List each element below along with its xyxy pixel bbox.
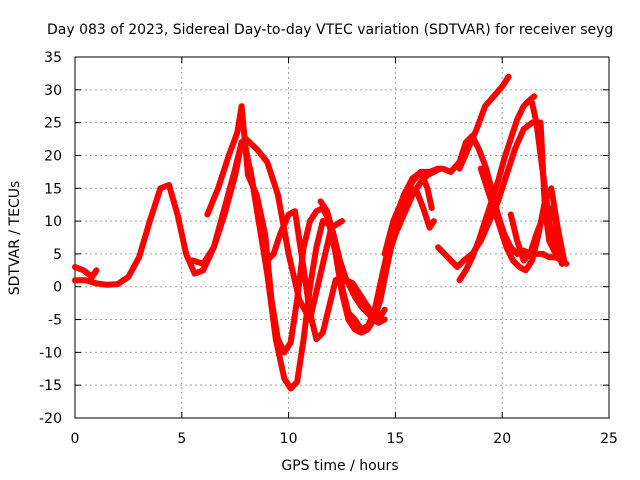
series-line-s8 xyxy=(381,185,437,257)
x-tick-label: 15 xyxy=(386,431,404,447)
series-line-s10 xyxy=(456,73,512,172)
x-tick-label: 25 xyxy=(600,431,618,447)
series-line-s1 xyxy=(72,139,388,343)
data-series xyxy=(72,73,570,392)
y-tick-label: 25 xyxy=(44,116,62,132)
series-line-s15 xyxy=(529,99,565,267)
y-tick-label: -15 xyxy=(39,378,62,394)
y-tick-label: 35 xyxy=(44,50,62,66)
series-line-s14 xyxy=(507,205,565,267)
y-tick-label: 5 xyxy=(53,247,62,263)
axis-ticks: 0 5 10 15 20 25 -20 -15 -10 -5 0 5 10 15 20 25 30 35 xyxy=(39,50,618,447)
plot-frame xyxy=(74,56,610,419)
grid-lines xyxy=(75,57,609,418)
x-tick-label: 10 xyxy=(280,431,298,447)
y-tick-label: 20 xyxy=(44,148,62,164)
series-line-s2 xyxy=(72,264,100,280)
y-tick-label: 15 xyxy=(44,181,62,197)
series-line-s6 xyxy=(317,198,388,323)
series-line-s13 xyxy=(477,165,568,274)
y-axis-label: SDTVAR / TECUs xyxy=(7,181,23,296)
chart-title: Day 083 of 2023, Sidereal Day-to-day VTE… xyxy=(47,22,613,38)
x-tick-label: 5 xyxy=(177,431,186,447)
x-tick-label: 20 xyxy=(493,431,511,447)
series-line-s3 xyxy=(189,136,345,323)
y-tick-label: -20 xyxy=(39,411,62,427)
y-tick-label: -10 xyxy=(39,345,62,361)
x-axis-label: GPS time / hours xyxy=(281,458,398,474)
y-tick-label: -5 xyxy=(48,313,62,329)
y-tick-label: 10 xyxy=(44,214,62,230)
x-tick-label: 0 xyxy=(71,431,80,447)
y-tick-label: 30 xyxy=(44,83,62,99)
y-tick-label: 0 xyxy=(53,280,62,296)
